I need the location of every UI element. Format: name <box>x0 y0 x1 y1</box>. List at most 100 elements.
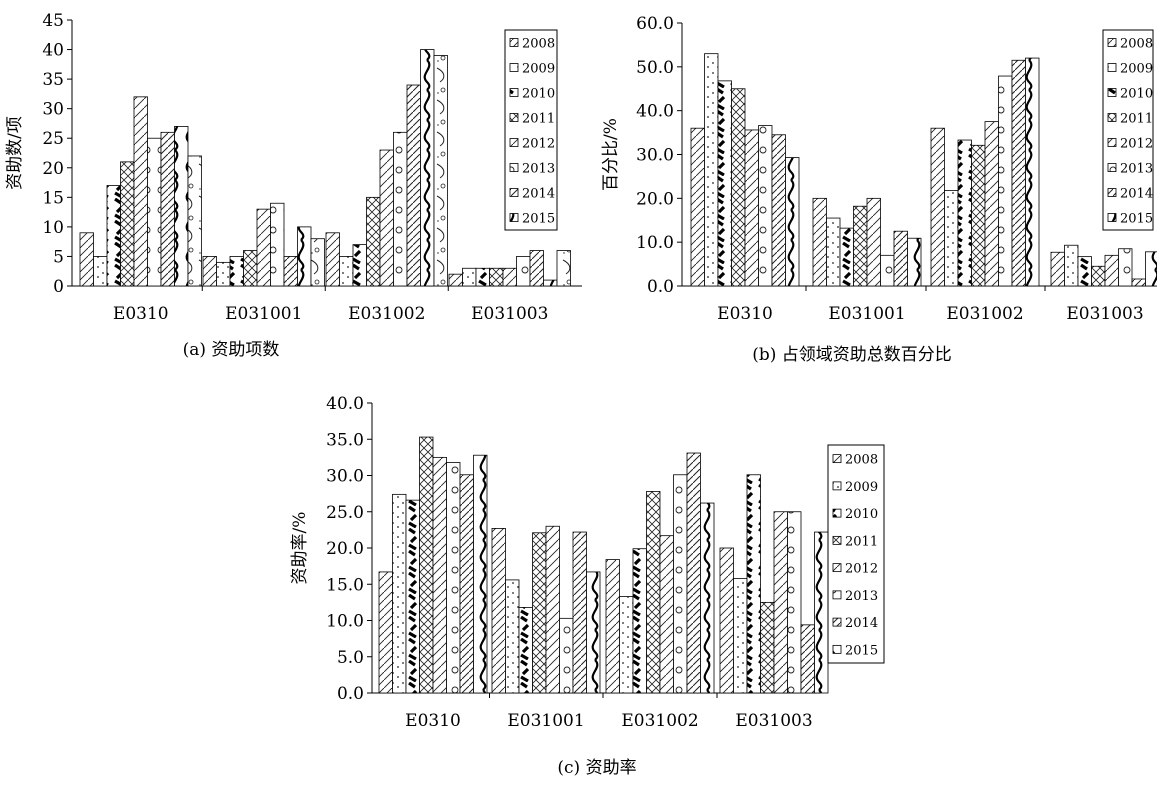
legend-label: 2014 <box>845 616 878 631</box>
bar <box>572 531 587 694</box>
bar <box>717 80 732 287</box>
legend-label: 2015 <box>845 643 878 658</box>
y-tick-label: 50.0 <box>636 58 674 78</box>
bar <box>659 535 674 694</box>
bar <box>532 532 547 694</box>
legend-swatch <box>509 163 519 172</box>
bar <box>229 256 244 287</box>
bar <box>502 267 517 287</box>
legend-swatch <box>832 590 842 600</box>
y-tick-label: 40.0 <box>636 102 674 122</box>
bar <box>690 127 705 287</box>
legend-label: 2013 <box>845 589 878 604</box>
bar <box>731 88 746 287</box>
bar <box>283 256 298 287</box>
bar <box>1011 59 1026 287</box>
bar <box>673 474 688 694</box>
bar <box>787 511 802 694</box>
x-category-label: E031001 <box>828 304 905 324</box>
bar <box>1064 244 1079 287</box>
legend-swatch <box>509 63 519 72</box>
legend-swatch <box>509 188 519 197</box>
legend-label: 2008 <box>1120 37 1153 52</box>
x-category-label: E0310 <box>717 304 773 324</box>
bar <box>505 579 520 694</box>
bar <box>475 267 490 287</box>
bar <box>448 273 463 287</box>
legend-label: 2010 <box>845 507 878 522</box>
x-category-label: E0310 <box>405 711 461 731</box>
y-tick-label: 25 <box>42 129 64 149</box>
bar <box>733 578 748 694</box>
bar <box>1025 57 1040 287</box>
bar <box>339 256 354 287</box>
bar <box>459 474 474 694</box>
chart-caption: (c) 资助率 <box>557 758 636 778</box>
bar <box>800 624 815 694</box>
bar <box>893 230 908 287</box>
bar <box>586 571 601 694</box>
bar <box>556 250 571 287</box>
x-category-label: E031003 <box>1066 304 1143 324</box>
bar <box>432 456 447 694</box>
legend-swatch <box>1107 188 1117 197</box>
bar <box>1104 254 1119 287</box>
bar <box>907 237 922 287</box>
bar <box>760 601 775 694</box>
legend-swatch <box>1107 163 1117 172</box>
y-tick-label: 25.0 <box>326 503 364 523</box>
bar <box>297 226 312 287</box>
y-tick-label: 35.0 <box>326 430 364 450</box>
legend: 2008 2009 2010 2011 2012 2013 2014 2015 <box>1102 29 1154 231</box>
y-tick-label: 15 <box>42 188 64 208</box>
x-category-label: E031002 <box>946 304 1023 324</box>
y-tick-label: 20.0 <box>636 189 674 209</box>
bar <box>839 227 854 287</box>
bar <box>489 267 504 287</box>
bar <box>545 525 560 694</box>
bar <box>771 134 786 287</box>
legend-label: 2014 <box>522 187 555 202</box>
bar <box>957 139 972 287</box>
bar <box>1050 251 1065 287</box>
bar <box>785 157 800 287</box>
legend-label: 2014 <box>1120 187 1153 202</box>
bar <box>1118 248 1133 287</box>
legend-swatch <box>832 563 842 573</box>
legend-swatch <box>832 508 842 518</box>
bar <box>147 137 162 287</box>
y-tick-label: 35 <box>42 70 64 90</box>
legend-label: 2008 <box>845 453 878 468</box>
y-tick-label: 45 <box>42 11 64 31</box>
bar <box>378 571 393 694</box>
legend-swatch <box>832 481 842 491</box>
bar <box>543 279 558 287</box>
legend-swatch <box>832 535 842 545</box>
bar <box>187 155 202 287</box>
legend-label: 2008 <box>522 37 555 52</box>
legend-label: 2015 <box>1120 212 1153 227</box>
legend-label: 2009 <box>522 62 555 77</box>
legend-label: 2011 <box>522 112 555 127</box>
chart-caption: (a) 资助项数 <box>183 340 280 360</box>
x-category-label: E031002 <box>348 304 425 324</box>
y-tick-label: 40.0 <box>326 394 364 414</box>
bar <box>379 149 394 287</box>
bar <box>632 548 647 694</box>
y-tick-label: 0 <box>53 277 64 297</box>
bar <box>719 547 734 694</box>
bar <box>704 53 719 287</box>
bar <box>646 491 661 694</box>
y-tick-label: 20 <box>42 159 64 179</box>
legend-swatch <box>832 454 842 464</box>
bar <box>853 205 868 287</box>
bar <box>473 454 488 694</box>
bar <box>971 144 986 287</box>
legend-label: 2013 <box>1120 162 1153 177</box>
y-tick-label: 10 <box>42 218 64 238</box>
legend-box <box>827 444 885 664</box>
bar <box>419 436 434 694</box>
bar <box>160 131 175 287</box>
y-axis-label: 资助数/项 <box>5 116 25 190</box>
bar <box>216 261 231 287</box>
